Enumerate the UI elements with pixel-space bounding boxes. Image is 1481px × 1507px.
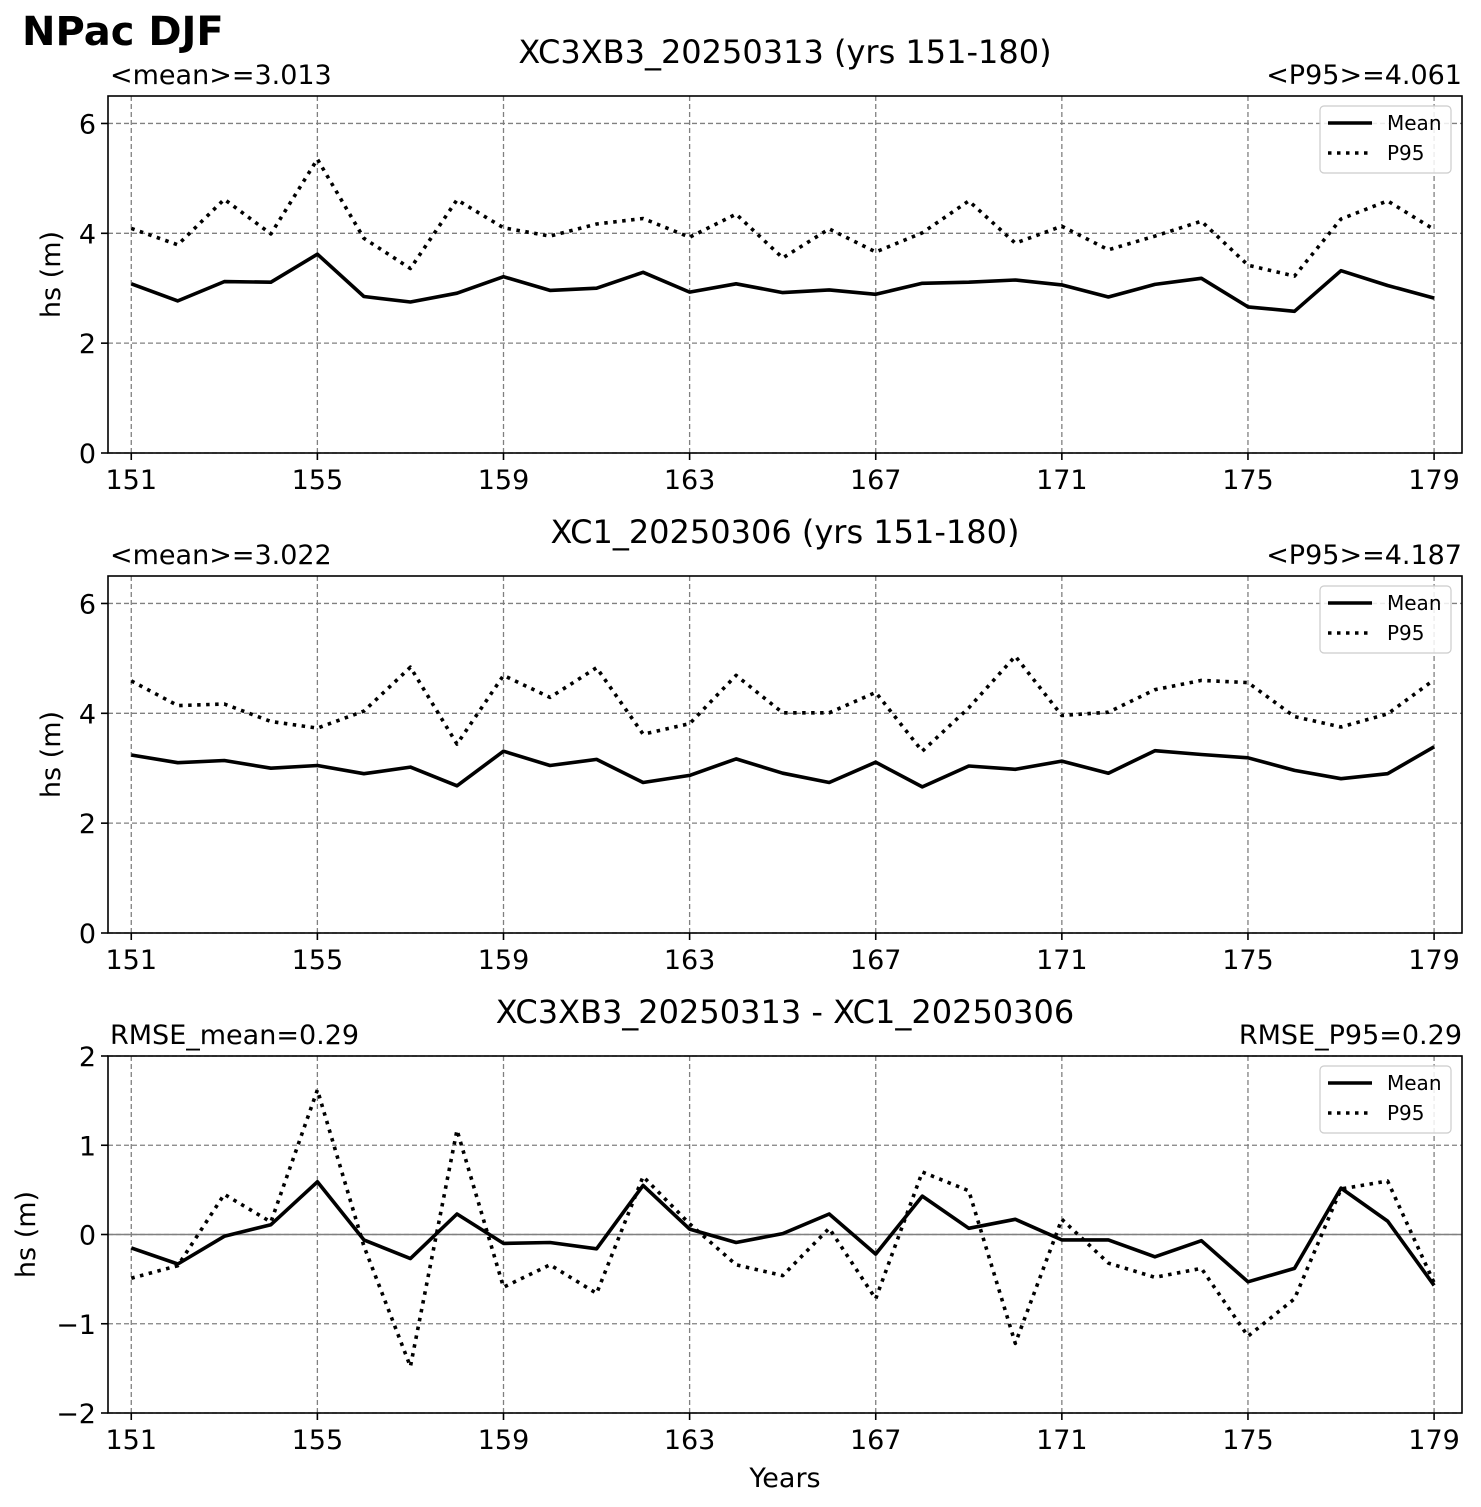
x-axis-label: Years xyxy=(748,1463,820,1494)
right-annotation: <P95>=4.187 xyxy=(1266,540,1462,571)
x-tick-label: 155 xyxy=(292,945,344,976)
x-tick-label: 167 xyxy=(850,1425,902,1456)
x-tick-label: 151 xyxy=(105,465,157,496)
x-tick-label: 179 xyxy=(1408,945,1460,976)
left-annotation: RMSE_mean=0.29 xyxy=(110,1020,359,1051)
x-tick-label: 155 xyxy=(292,1425,344,1456)
legend: Mean P95 xyxy=(1319,585,1452,654)
x-tick-label: 151 xyxy=(105,1425,157,1456)
series-line-mean xyxy=(131,745,1436,789)
y-axis-label: hs (m) xyxy=(36,711,67,798)
x-tick-label: 163 xyxy=(664,465,716,496)
y-tick-label: 6 xyxy=(79,589,96,620)
y-tick-label: 4 xyxy=(79,219,96,250)
y-tick-label: −2 xyxy=(56,1399,96,1430)
chart-panel-1: 151 155 159 163 167 171 175 179 0 2 4 6 hs (m) XC3XB3… xyxy=(36,33,1463,496)
x-tick-label: 159 xyxy=(478,945,530,976)
legend-label-mean: Mean xyxy=(1387,591,1442,615)
figure-title: NPac DJF xyxy=(22,9,224,55)
left-annotation: <mean>=3.013 xyxy=(110,60,332,91)
axes-frame xyxy=(107,575,1463,934)
y-tick-label: 0 xyxy=(79,1221,96,1252)
y-tick-label: 0 xyxy=(79,439,96,470)
series-line-mean xyxy=(130,252,1435,314)
panel-title: XC1_20250306 (yrs 151-180) xyxy=(551,513,1020,551)
x-tick-label: 171 xyxy=(1036,1425,1088,1456)
legend-label-p95: P95 xyxy=(1387,621,1425,645)
x-tick-label: 159 xyxy=(478,1425,530,1456)
y-tick-label: 0 xyxy=(79,919,96,950)
series-line-p95 xyxy=(130,1088,1436,1369)
panel-title: XC3XB3_20250313 (yrs 151-180) xyxy=(518,33,1051,71)
x-tick-label: 175 xyxy=(1222,945,1274,976)
legend: Mean P95 xyxy=(1319,1065,1452,1134)
y-axis-label: hs (m) xyxy=(11,1191,42,1278)
x-tick-label: 163 xyxy=(664,1425,716,1456)
series-line-mean xyxy=(130,1180,1436,1287)
legend: Mean P95 xyxy=(1319,105,1452,174)
y-tick-label: 1 xyxy=(79,1131,96,1162)
x-tick-label: 179 xyxy=(1408,465,1460,496)
left-annotation: <mean>=3.022 xyxy=(110,540,332,571)
legend-label-p95: P95 xyxy=(1387,1101,1425,1125)
panel-title: XC3XB3_20250313 - XC1_20250306 xyxy=(496,993,1074,1031)
legend-label-mean: Mean xyxy=(1387,1071,1442,1095)
y-tick-label: −1 xyxy=(56,1310,96,1341)
right-annotation: <P95>=4.061 xyxy=(1266,60,1462,91)
series-line-p95 xyxy=(130,654,1436,754)
x-tick-label: 167 xyxy=(850,465,902,496)
y-tick-label: 2 xyxy=(79,329,96,360)
x-tick-label: 171 xyxy=(1036,945,1088,976)
x-tick-label: 179 xyxy=(1408,1425,1460,1456)
x-tick-label: 163 xyxy=(664,945,716,976)
x-tick-label: 175 xyxy=(1222,465,1274,496)
y-axis-label: hs (m) xyxy=(36,231,67,318)
right-annotation: RMSE_P95=0.29 xyxy=(1239,1020,1462,1051)
legend-label-mean: Mean xyxy=(1387,111,1442,135)
y-tick-label: 2 xyxy=(79,1042,96,1073)
x-tick-label: 175 xyxy=(1222,1425,1274,1456)
x-tick-label: 167 xyxy=(850,945,902,976)
chart-panel-3: 151 155 159 163 167 171 175 179 −2 −1 0 1 2 hs (m) XC3… xyxy=(11,993,1463,1456)
axes-frame xyxy=(107,95,1463,454)
y-tick-label: 6 xyxy=(79,109,96,140)
y-tick-label: 4 xyxy=(79,699,96,730)
x-tick-label: 171 xyxy=(1036,465,1088,496)
series-line-p95 xyxy=(130,157,1436,278)
x-tick-label: 151 xyxy=(105,945,157,976)
x-tick-label: 155 xyxy=(292,465,344,496)
x-tick-label: 159 xyxy=(478,465,530,496)
chart-panel-2: 151 155 159 163 167 171 175 179 0 2 4 6 hs (m) XC1_20… xyxy=(36,513,1463,976)
legend-label-p95: P95 xyxy=(1387,141,1425,165)
y-tick-label: 2 xyxy=(79,809,96,840)
